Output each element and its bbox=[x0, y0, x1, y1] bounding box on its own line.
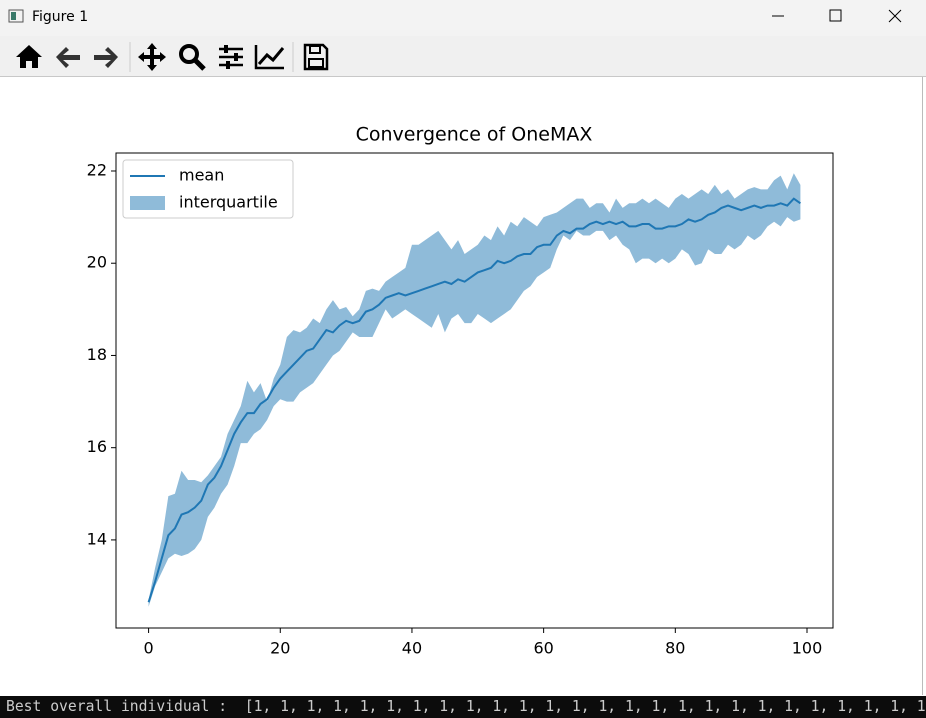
axes-button[interactable] bbox=[254, 45, 284, 70]
subplots-knobs bbox=[224, 45, 238, 69]
y-tick-label: 20 bbox=[87, 253, 107, 272]
x-tick-label: 20 bbox=[270, 639, 290, 658]
x-tick-label: 40 bbox=[402, 639, 422, 658]
subplots-button[interactable] bbox=[219, 47, 243, 67]
window-title: Figure 1 bbox=[32, 9, 88, 25]
close-button[interactable] bbox=[888, 9, 902, 23]
y-tick-label: 14 bbox=[87, 529, 107, 548]
app-icon-fill bbox=[11, 12, 16, 20]
home-button[interactable] bbox=[16, 45, 42, 68]
title-bar bbox=[0, 0, 926, 36]
pan-button[interactable] bbox=[138, 43, 166, 71]
save-label bbox=[308, 58, 324, 68]
legend-label: interquartile bbox=[179, 193, 278, 212]
x-tick-label: 60 bbox=[533, 639, 553, 658]
axes-frame bbox=[115, 152, 834, 629]
y-tick-label: 22 bbox=[87, 160, 107, 179]
forward-button[interactable] bbox=[94, 47, 118, 68]
chart-title: Convergence of OneMAX bbox=[356, 124, 593, 146]
axes-line bbox=[257, 47, 285, 65]
toolbar bbox=[0, 36, 926, 76]
y-tick-label: 16 bbox=[87, 437, 107, 456]
save-slot bbox=[309, 45, 321, 54]
legend-box bbox=[122, 159, 294, 219]
legend-swatch bbox=[130, 196, 165, 210]
app-icon bbox=[8, 9, 24, 23]
mean-line bbox=[147, 197, 801, 603]
interquartile-band bbox=[148, 173, 801, 607]
y-tick-label: 18 bbox=[87, 345, 107, 364]
x-tick-label: 80 bbox=[665, 639, 685, 658]
x-tick-label: 100 bbox=[792, 639, 823, 658]
terminal bbox=[0, 696, 926, 718]
chart: Convergence of OneMAX 0 20 40 60 80 100 14 16 18… bbox=[87, 124, 834, 658]
legend-label: mean bbox=[179, 166, 224, 185]
back-button[interactable] bbox=[56, 47, 80, 68]
maximize-button[interactable] bbox=[829, 9, 842, 22]
zoom-button[interactable] bbox=[179, 44, 199, 64]
terminal-text: Best overall individual : [1, 1, 1, 1, 1… bbox=[6, 698, 926, 715]
zoom-handle bbox=[193, 58, 206, 71]
x-tick-label: 0 bbox=[143, 639, 153, 658]
